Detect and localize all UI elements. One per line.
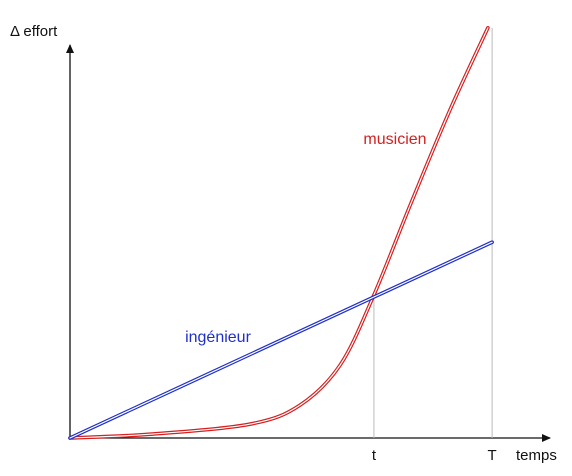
x-tick-label: T bbox=[488, 447, 497, 464]
y-axis-label: Δ effort bbox=[10, 23, 58, 40]
x-tick-label: t bbox=[372, 447, 377, 464]
series-line-inner bbox=[69, 241, 493, 439]
x-axis-label: temps bbox=[516, 447, 557, 464]
series-label: musicien bbox=[363, 131, 426, 148]
series-line-inner bbox=[69, 27, 489, 439]
series-label: ingénieur bbox=[185, 329, 252, 346]
series-line bbox=[68, 26, 490, 440]
